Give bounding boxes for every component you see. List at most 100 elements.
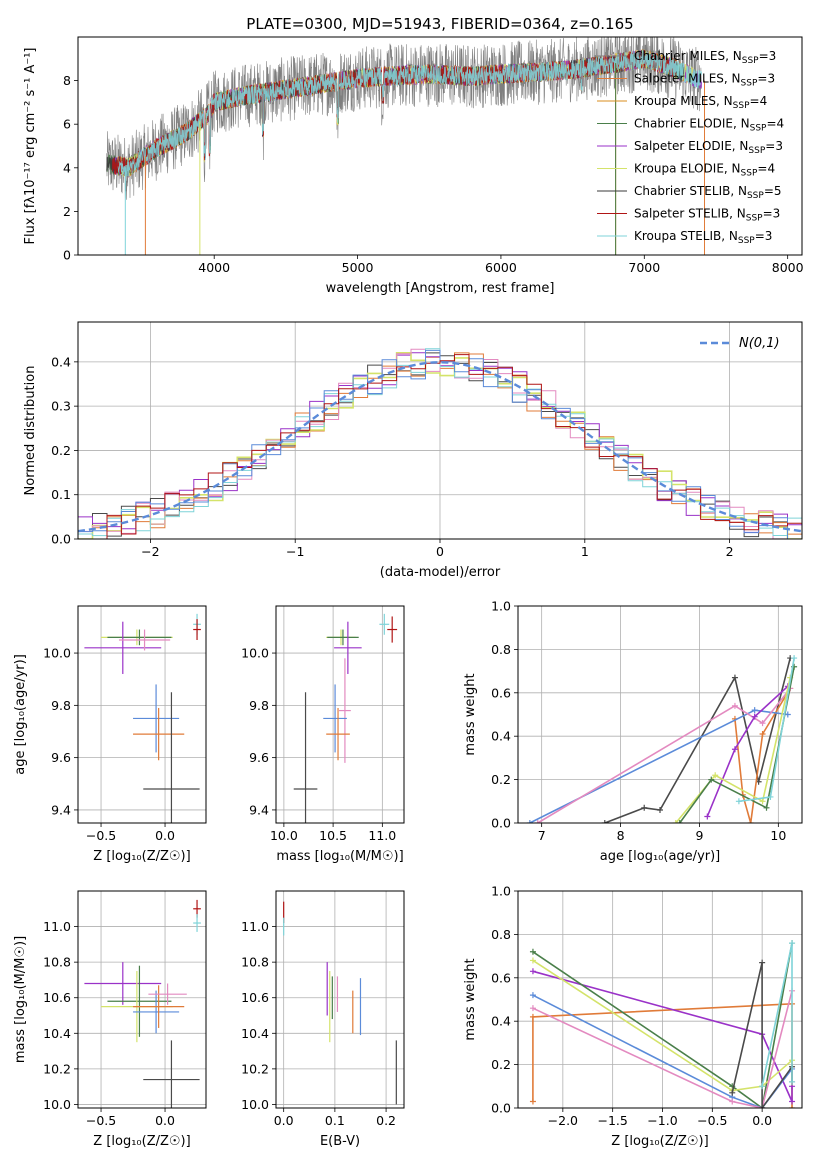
x-tick-label: −1.0 bbox=[647, 1113, 677, 1128]
weight-series-line bbox=[532, 970, 793, 1102]
errorbar-point bbox=[334, 621, 362, 674]
y-tick-label: 9.6 bbox=[249, 750, 269, 765]
weight-point-marker bbox=[759, 720, 766, 727]
weight-point-marker bbox=[789, 1078, 796, 1085]
x-tick-label: 0.0 bbox=[155, 1113, 175, 1128]
weight-point-marker bbox=[526, 820, 533, 823]
y-tick-label: 0.0 bbox=[491, 1101, 511, 1116]
y-tick-label: 0.6 bbox=[491, 685, 511, 700]
axes-mass-vs-EBV: 0.0 0.1 0.2 10.0 10.2 10.4 10.6 10.8 11.0 E(B-V) bbox=[241, 890, 405, 1149]
x-tick-label: 0.1 bbox=[325, 1113, 345, 1128]
x-tick-label: 0.0 bbox=[155, 828, 175, 843]
axes-residuals: −2 −1 0 1 2 0.0 0.1 0.2 0.3 0.4 (data-model)/error… bbox=[23, 321, 803, 580]
errorbar-points bbox=[84, 899, 201, 1108]
x-tick-label: 0.2 bbox=[376, 1113, 396, 1128]
weight-series-line bbox=[532, 942, 793, 1108]
weight-lines bbox=[529, 940, 796, 1108]
weight-point-marker bbox=[759, 1105, 766, 1108]
y-tick-label: 0.2 bbox=[491, 772, 511, 787]
x-axis-label: age [log₁₀(age/yr)] bbox=[600, 849, 721, 864]
axes-frame bbox=[275, 605, 405, 824]
x-axis-label: (data-model)/error bbox=[380, 565, 501, 580]
x-tick-label: 1 bbox=[581, 544, 589, 559]
errorbar-point bbox=[327, 629, 359, 646]
y-tick-label: 9.4 bbox=[51, 802, 71, 817]
y-tick-label: 10.8 bbox=[43, 955, 71, 970]
axes-age-vs-Z: −0.5 0.0 9.4 9.6 9.8 10.0 Z [log₁₀(Z/Z☉)] age [… bbox=[13, 605, 207, 864]
y-tick-label: 0.2 bbox=[491, 1057, 511, 1072]
y-axis-label: mass weight bbox=[463, 958, 478, 1040]
x-tick-label: 11.0 bbox=[368, 828, 396, 843]
weight-point-marker bbox=[789, 1105, 796, 1108]
legend-label: Kroupa STELIB, NSSP=3 bbox=[634, 229, 772, 246]
y-tick-label: 8 bbox=[63, 73, 71, 88]
y-tick-label: 10.6 bbox=[241, 990, 269, 1005]
x-tick-label: 7000 bbox=[628, 260, 660, 275]
weight-point-marker bbox=[601, 820, 608, 823]
weight-point-marker bbox=[672, 820, 679, 823]
x-tick-label: 0 bbox=[436, 544, 444, 559]
legend-label: Chabrier STELIB, NSSP=5 bbox=[634, 184, 782, 201]
weight-series-line bbox=[532, 959, 793, 1092]
weight-point-marker bbox=[731, 674, 738, 681]
weight-series-line bbox=[675, 677, 791, 823]
weight-point-marker bbox=[529, 1013, 536, 1020]
legend-label: Salpeter ELODIE, NSSP=3 bbox=[634, 139, 783, 156]
y-tick-label: 9.8 bbox=[249, 698, 269, 713]
x-tick-label: 7 bbox=[538, 828, 546, 843]
weight-point-marker bbox=[731, 746, 738, 753]
x-tick-label: 9 bbox=[695, 828, 703, 843]
x-tick-label: −0.5 bbox=[86, 1113, 116, 1128]
errorbar-points bbox=[283, 901, 397, 1105]
weight-point-marker bbox=[763, 804, 770, 811]
weight-series-line bbox=[734, 688, 791, 823]
y-tick-label: 6 bbox=[63, 117, 71, 132]
x-axis-label: Z [log₁₀(Z/Z☉)] bbox=[611, 1134, 708, 1149]
weight-point-marker bbox=[759, 1083, 766, 1090]
x-axis-label: Z [log₁₀(Z/Z☉)] bbox=[93, 849, 190, 864]
y-tick-label: 9.6 bbox=[51, 750, 71, 765]
x-axis-label: wavelength [Angstrom, rest frame] bbox=[326, 281, 555, 296]
y-axis-label: mass weight bbox=[463, 673, 478, 755]
weight-series-line bbox=[706, 685, 789, 817]
y-tick-label: 11.0 bbox=[241, 919, 269, 934]
legend-label: Salpeter STELIB, NSSP=3 bbox=[634, 207, 780, 224]
y-tick-label: 10.4 bbox=[43, 1026, 71, 1041]
y-tick-label: 0.8 bbox=[491, 927, 511, 942]
legend-label: N(0,1) bbox=[739, 336, 780, 351]
y-tick-label: 0.4 bbox=[51, 354, 71, 369]
axes-frame bbox=[275, 890, 405, 1109]
y-tick-label: 0.1 bbox=[51, 487, 71, 502]
axes-frame bbox=[517, 605, 803, 824]
x-tick-label: 10 bbox=[770, 828, 786, 843]
weight-point-marker bbox=[759, 731, 766, 738]
legend-label: Salpeter MILES, NSSP=3 bbox=[634, 72, 775, 89]
y-tick-label: 0.4 bbox=[491, 1014, 511, 1029]
axes-age-vs-mass: 10.0 10.5 11.0 9.4 9.6 9.8 10.0 mass [log₁₀(M/M… bbox=[241, 605, 405, 864]
normal-curve bbox=[78, 361, 802, 533]
x-tick-label: 8 bbox=[617, 828, 625, 843]
axes-frame bbox=[77, 36, 803, 256]
chart-title: PLATE=0300, MJD=51943, FIBERID=0364, z=0… bbox=[246, 15, 633, 33]
axes-frame bbox=[77, 890, 207, 1109]
y-tick-label: 2 bbox=[63, 204, 71, 219]
weight-point-marker bbox=[735, 798, 742, 805]
legend-label: Chabrier MILES, NSSP=3 bbox=[634, 49, 776, 66]
y-tick-label: 10.2 bbox=[241, 1061, 269, 1076]
y-tick-label: 1.0 bbox=[491, 599, 511, 614]
y-tick-label: 10.4 bbox=[241, 1026, 269, 1041]
histogram-lines bbox=[78, 348, 802, 539]
weight-point-marker bbox=[747, 820, 754, 823]
model-spectrum-line bbox=[117, 49, 702, 177]
legend-label: Chabrier ELODIE, NSSP=4 bbox=[634, 117, 784, 134]
errorbar-point bbox=[107, 965, 172, 1037]
errorbar-point bbox=[107, 629, 172, 646]
y-tick-label: 0.8 bbox=[491, 642, 511, 657]
y-tick-label: 0.0 bbox=[51, 532, 71, 547]
weight-point-marker bbox=[729, 1098, 736, 1105]
histogram-series bbox=[78, 352, 802, 539]
y-tick-label: 9.4 bbox=[249, 802, 269, 817]
legend-label: Kroupa ELODIE, NSSP=4 bbox=[634, 162, 775, 179]
weight-point-marker bbox=[534, 820, 541, 823]
errorbar-point bbox=[143, 692, 200, 823]
